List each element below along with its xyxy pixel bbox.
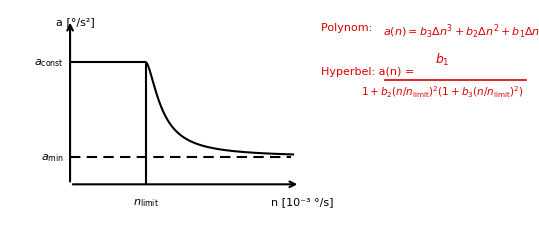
Text: $n_{\rm limit}$: $n_{\rm limit}$ bbox=[133, 196, 159, 208]
Text: Polynom:: Polynom: bbox=[321, 22, 379, 32]
Text: $1 + b_2(n/n_{\rm limit})^2(1 + b_3(n/n_{\rm limit})^2)$: $1 + b_2(n/n_{\rm limit})^2(1 + b_3(n/n_… bbox=[361, 84, 523, 100]
Text: $b_1$: $b_1$ bbox=[434, 52, 450, 68]
Text: n [10⁻³ °/s]: n [10⁻³ °/s] bbox=[271, 196, 334, 206]
Text: $a_{\rm min}$: $a_{\rm min}$ bbox=[41, 152, 64, 163]
Text: a [°/s²]: a [°/s²] bbox=[56, 18, 94, 27]
Text: $a_{\rm const}$: $a_{\rm const}$ bbox=[34, 57, 64, 69]
Text: $a(n) = b_3\Delta n^3 + b_2\Delta n^2 + b_1\Delta n + a_{\rm const}$: $a(n) = b_3\Delta n^3 + b_2\Delta n^2 + … bbox=[383, 22, 539, 41]
Text: Hyperbel: a(n) =: Hyperbel: a(n) = bbox=[321, 67, 417, 77]
